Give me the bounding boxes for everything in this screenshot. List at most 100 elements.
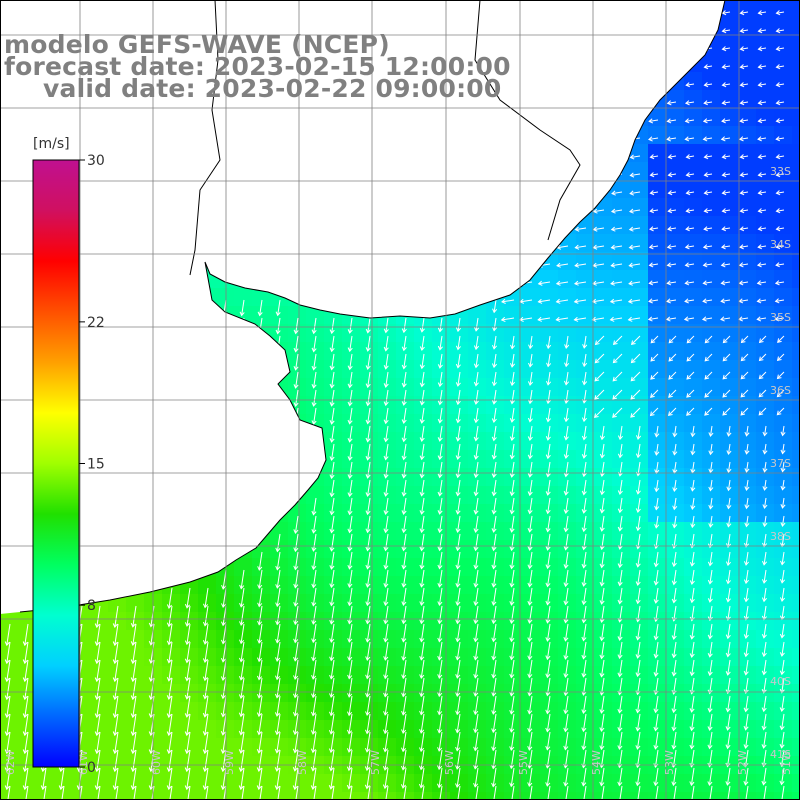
wind-speed-cell: [486, 540, 505, 559]
wind-arrow: [537, 316, 551, 322]
wind-arrow: [654, 443, 660, 456]
wind-arrow: [401, 317, 407, 334]
wind-arrow: [419, 677, 425, 698]
wind-arrow: [686, 389, 695, 398]
wind-arrow: [704, 407, 713, 416]
wind-arrow: [689, 785, 695, 800]
wind-speed-cell: [630, 270, 649, 289]
wind-arrow: [329, 623, 335, 643]
wind-speed-cell: [738, 72, 757, 91]
wind-speed-cell: [468, 792, 487, 800]
wind-arrow: [491, 461, 497, 479]
wind-arrow: [295, 785, 299, 800]
wind-speed-cell: [702, 432, 721, 451]
wind-speed-cell: [324, 666, 343, 685]
wind-arrow: [738, 136, 749, 142]
wind-arrow: [610, 226, 623, 232]
wind-arrow: [58, 767, 65, 791]
wind-speed-cell: [540, 486, 559, 505]
wind-arrow: [648, 280, 659, 286]
wind-arrow: [757, 28, 767, 34]
wind-arrow: [509, 587, 515, 606]
wind-arrow: [491, 533, 497, 552]
wind-speed-cell: [216, 702, 235, 721]
wind-speed-cell: [792, 234, 800, 253]
wind-speed-cell: [558, 414, 577, 433]
wind-arrow: [383, 461, 389, 479]
wind-speed-cell: [774, 72, 793, 91]
wind-speed-cell: [756, 504, 775, 523]
wind-arrow: [685, 154, 695, 160]
wind-arrow: [419, 695, 425, 716]
wind-speed-cell: [306, 738, 325, 757]
wind-arrow: [744, 515, 750, 528]
wind-speed-cell: [792, 252, 800, 271]
wind-arrow: [328, 749, 335, 772]
wind-arrow: [708, 443, 714, 456]
wind-arrow: [721, 190, 731, 196]
wind-arrow: [635, 731, 641, 750]
wind-arrow: [419, 443, 425, 461]
wind-arrow: [455, 497, 461, 515]
wind-speed-cell: [774, 684, 793, 703]
wind-arrow: [419, 623, 425, 643]
wind-speed-cell: [774, 180, 793, 199]
wind-speed-cell: [450, 792, 469, 800]
wind-arrow: [365, 659, 371, 680]
wind-speed-cell: [630, 684, 649, 703]
wind-speed-cell: [486, 504, 505, 523]
wind-arrow: [437, 407, 443, 424]
wind-arrow: [648, 118, 659, 124]
wind-speed-cell: [270, 738, 289, 757]
wind-arrow: [599, 551, 605, 569]
wind-speed-cell: [234, 612, 253, 631]
wind-speed-cell: [648, 594, 667, 613]
wind-arrow: [310, 713, 317, 735]
wind-arrow: [491, 623, 497, 643]
wind-arrow: [310, 731, 317, 754]
wind-arrow: [401, 623, 407, 643]
wind-speed-cell: [378, 738, 397, 757]
wind-arrow: [455, 587, 461, 606]
wind-arrow: [779, 587, 786, 603]
wind-arrow: [762, 461, 768, 473]
wind-arrow: [148, 749, 155, 773]
wind-arrow: [779, 731, 785, 749]
wind-arrow: [635, 443, 641, 459]
wind-speed-cell: [378, 486, 397, 505]
wind-speed-cell: [684, 432, 703, 451]
wind-speed-cell: [648, 342, 667, 361]
wind-arrow: [455, 389, 461, 406]
wind-speed-cell: [630, 648, 649, 667]
wind-speed-cell: [792, 792, 800, 800]
wind-speed-cell: [756, 144, 775, 163]
wind-arrow: [329, 461, 335, 480]
wind-speed-cell: [756, 342, 775, 361]
wind-speed-cell: [198, 738, 217, 757]
wind-speed-cell: [792, 486, 800, 505]
wind-speed-cell: [612, 306, 631, 325]
wind-arrow: [419, 497, 425, 515]
wind-arrow: [649, 208, 659, 214]
wind-arrow: [527, 371, 534, 386]
wind-arrow: [721, 10, 731, 16]
wind-arrow: [582, 785, 587, 800]
wind-arrow: [473, 767, 479, 788]
wind-speed-cell: [774, 306, 793, 325]
wind-speed-cell: [396, 450, 415, 469]
wind-arrow: [202, 749, 209, 773]
wind-speed-cell: [774, 216, 793, 235]
wind-speed-cell: [72, 774, 91, 793]
wind-arrow: [628, 280, 641, 286]
wind-arrow: [418, 749, 425, 771]
wind-arrow: [419, 587, 425, 607]
wind-arrow: [545, 533, 551, 551]
wind-arrow: [726, 515, 732, 528]
wind-arrow: [563, 623, 569, 642]
wind-arrow: [94, 695, 101, 719]
wind-arrow: [612, 371, 623, 382]
wind-speed-cell: [756, 486, 775, 505]
wind-arrow: [401, 605, 407, 625]
latitude-label: 34S: [770, 238, 791, 251]
wind-speed-cell: [684, 414, 703, 433]
